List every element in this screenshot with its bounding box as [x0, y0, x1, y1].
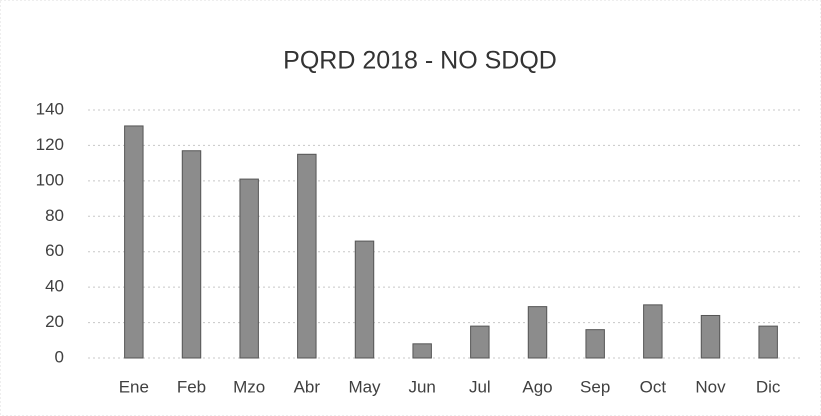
- y-tick-label: 20: [45, 312, 64, 331]
- bar: [585, 329, 605, 359]
- y-tick-label: 0: [55, 347, 64, 366]
- y-tick-label: 100: [36, 170, 64, 189]
- y-tick-label: 40: [45, 277, 64, 296]
- x-tick-label: Jun: [408, 377, 435, 396]
- y-tick-label: 80: [45, 206, 64, 225]
- x-tick-label: Nov: [695, 377, 726, 396]
- y-tick-label: 60: [45, 241, 64, 260]
- x-tick-label: Abr: [294, 377, 321, 396]
- x-tick-label: Sep: [580, 377, 610, 396]
- chart-title: PQRD 2018 - NO SDQD: [283, 47, 557, 75]
- bar: [470, 325, 490, 359]
- bar: [758, 325, 778, 359]
- y-tick-label: 120: [36, 135, 64, 154]
- x-tick-label: Feb: [177, 377, 206, 396]
- bar: [412, 343, 432, 359]
- x-tick-label: Ene: [119, 377, 149, 396]
- x-tick-label: Ago: [522, 377, 552, 396]
- bar: [297, 153, 317, 359]
- x-tick-label: May: [348, 377, 381, 396]
- bar: [643, 304, 663, 359]
- y-tick-label: 140: [36, 99, 64, 118]
- bar: [239, 178, 259, 359]
- bar: [354, 240, 375, 359]
- bar: [700, 314, 721, 359]
- x-tick-label: Dic: [756, 377, 781, 396]
- x-tick-label: Mzo: [233, 377, 265, 396]
- x-tick-label: Oct: [640, 377, 667, 396]
- bar: [181, 150, 202, 359]
- x-tick-label: Jul: [469, 377, 491, 396]
- bar: [527, 306, 548, 359]
- bar: [124, 125, 144, 359]
